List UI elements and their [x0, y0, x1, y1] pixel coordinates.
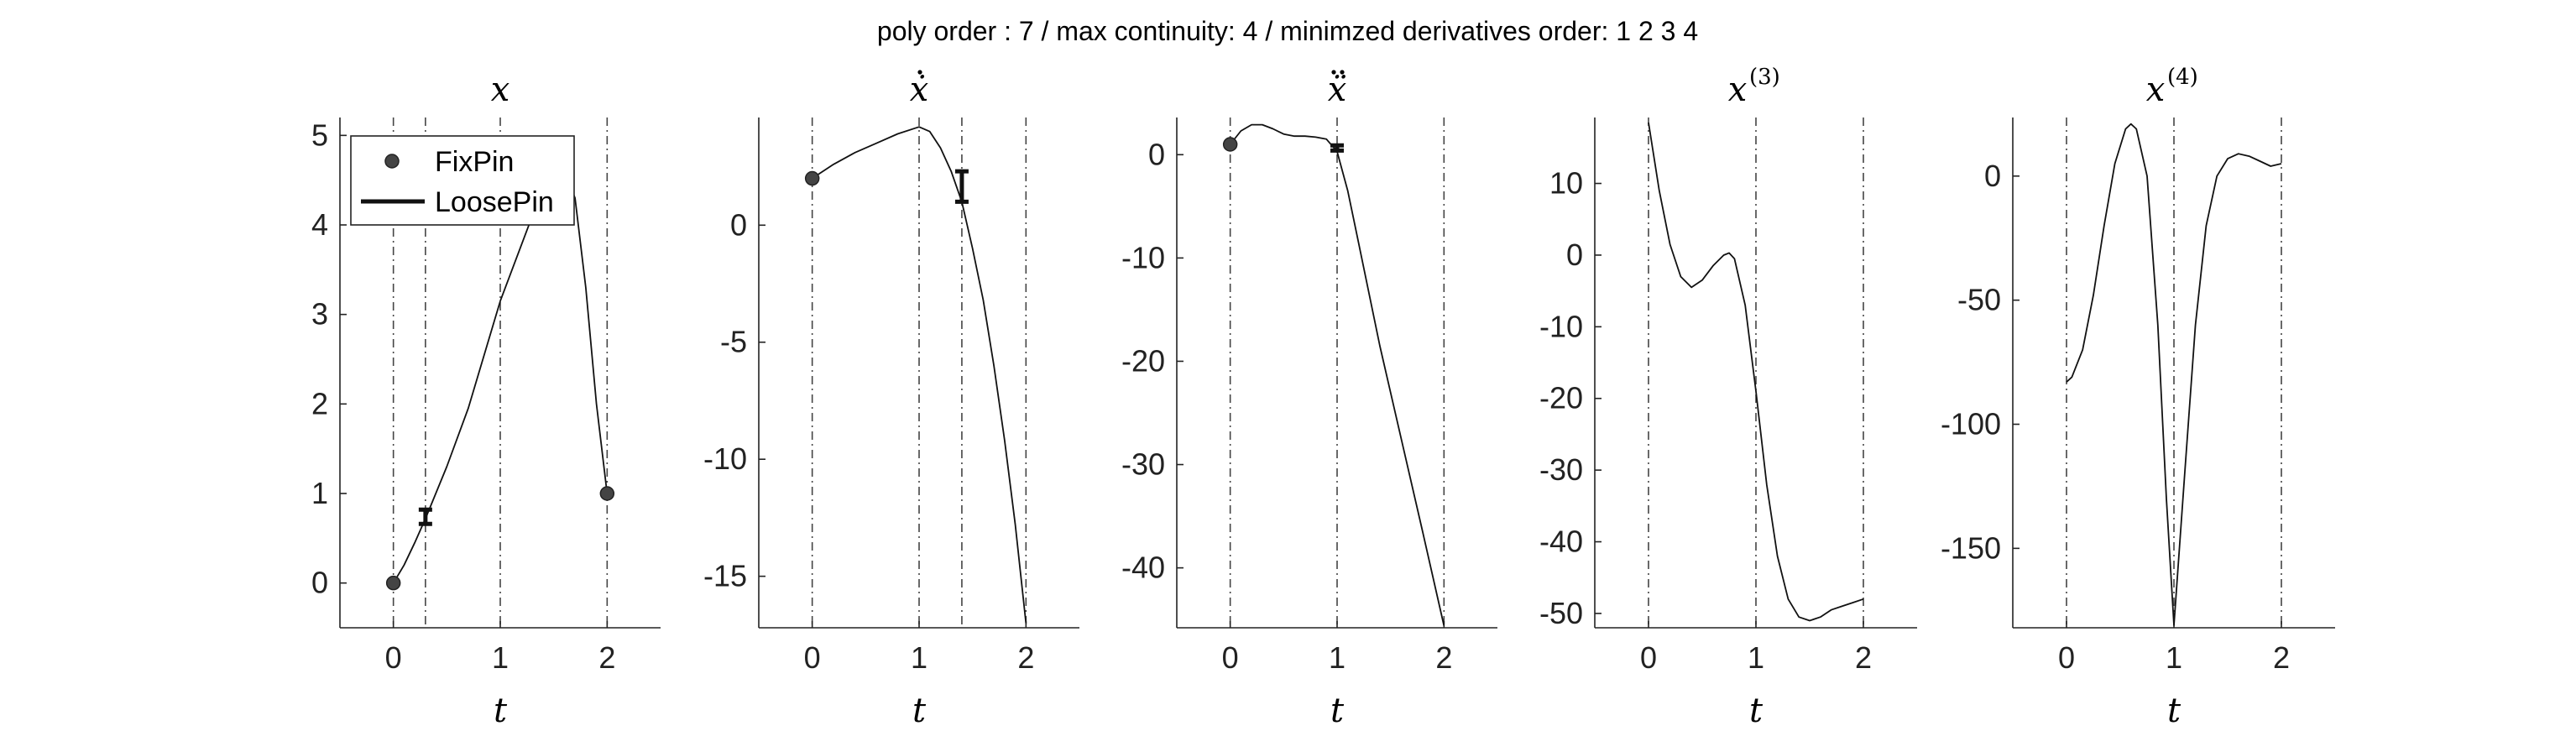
subplot-title: x (4): [2146, 65, 2198, 109]
y-tick-label-1: -50: [1539, 596, 1583, 630]
subplot-4: 0 1 2 -50 -40 -30 -20 -10 0 10 x (3) t: [1539, 65, 1917, 730]
y-tick-label-1: -150: [1941, 530, 2001, 565]
x-tick-label-2: 1: [1748, 640, 1764, 675]
subplot-title: x (3): [1728, 65, 1780, 109]
subplot-2: 0 1 2 -15 -10 -5 0 ẋ t: [703, 70, 1079, 730]
legend: FixPin LoosePin: [350, 135, 575, 226]
x-tick-label-1: 0: [804, 640, 821, 675]
y-tick-label-6: 5: [311, 117, 328, 152]
subplot-title-text: ẍ: [1328, 70, 1347, 109]
y-tick-label-2: -30: [1121, 447, 1165, 482]
y-tick-label-4: 0: [1984, 159, 2001, 193]
x-tick-label-3: 2: [1855, 640, 1872, 675]
figure-title: poly order : 7 / max continuity: 4 / min…: [877, 16, 1698, 46]
x-tick-label-1: 0: [1640, 640, 1657, 675]
y-tick-label-5: 4: [311, 207, 328, 242]
title-dot-1: [1331, 70, 1336, 75]
subplot-title-text: ẋ: [910, 70, 929, 109]
x-axis-label: t: [912, 692, 927, 730]
subplot-3: 0 1 2 -40 -30 -20 -10 0 ẍ t: [1121, 70, 1497, 730]
y-tick-label-6: 0: [1566, 238, 1583, 272]
legend-fixpin-marker: [384, 154, 400, 169]
x-tick-label-2: 1: [911, 640, 927, 675]
series-line-1: [1229, 123, 1445, 626]
y-tick-label-2: 1: [311, 476, 328, 510]
fixpin-marker-1: [804, 170, 820, 186]
subplot-title-superscript: (4): [2167, 65, 2198, 90]
title-dot-1: [917, 70, 922, 75]
x-tick-label-3: 2: [1017, 640, 1034, 675]
y-tick-label-5: -10: [1539, 309, 1583, 343]
loosepin-marker-1: [1330, 143, 1344, 153]
y-tick-label-3: 2: [311, 386, 328, 420]
loosepin-marker-1: [954, 169, 969, 204]
subplot-title-superscript: (3): [1749, 65, 1780, 90]
y-tick-label-2: -40: [1539, 525, 1583, 559]
y-tick-label-4: 3: [311, 297, 328, 332]
x-axis-label: t: [2167, 692, 2182, 730]
x-tick-label-3: 2: [1435, 640, 1452, 675]
subplot-title: x: [491, 70, 510, 109]
x-tick-label-2: 1: [492, 640, 509, 675]
subplot-title: ẋ: [910, 70, 929, 109]
subplot-5: 0 1 2 -150 -100 -50 0 x (4) t: [1941, 65, 2335, 730]
x-tick-label-1: 0: [385, 640, 402, 675]
y-tick-label-1: 0: [311, 566, 328, 600]
y-tick-label-1: -15: [703, 559, 747, 593]
legend-box: [350, 135, 575, 226]
subplot-1: 0 1 2 0 1 2 3 4 5 x t FixPin LoosePin: [311, 70, 661, 730]
fixpin-marker-2: [599, 486, 615, 501]
subplot-title-text: x: [1728, 70, 1748, 109]
x-tick-label-2: 1: [2166, 640, 2182, 675]
series-line-1: [1648, 122, 1864, 622]
y-tick-label-7: 10: [1549, 166, 1583, 201]
x-axis-label: t: [494, 692, 508, 730]
loosepin-marker-1: [418, 507, 432, 526]
y-tick-label-3: -20: [1121, 343, 1165, 378]
x-tick-label-3: 2: [598, 640, 615, 675]
title-dot-2: [1340, 70, 1345, 75]
x-axis-label: t: [1749, 692, 1763, 730]
subplot-title-text: x: [491, 70, 510, 109]
x-tick-label-1: 0: [1222, 640, 1239, 675]
x-axis-label: t: [1330, 692, 1345, 730]
series-line-1: [2066, 123, 2282, 626]
fixpin-marker-1: [385, 575, 401, 591]
y-tick-label-3: -5: [720, 325, 747, 359]
series-line-1: [812, 126, 1027, 624]
subplot-title: ẍ: [1328, 70, 1347, 109]
fixpin-marker-1: [1222, 137, 1238, 152]
y-tick-label-2: -100: [1941, 407, 2001, 441]
x-tick-label-1: 0: [2058, 640, 2075, 675]
series-line-1: [392, 170, 609, 584]
legend-item-fixpin: FixPin: [435, 146, 514, 178]
y-tick-label-3: -50: [1957, 283, 2001, 317]
x-tick-label-3: 2: [2273, 640, 2290, 675]
legend-item-loosepin: LoosePin: [435, 186, 554, 218]
subplot-title-text: x: [2146, 70, 2166, 109]
y-tick-label-2: -10: [703, 441, 747, 476]
y-tick-label-4: 0: [730, 207, 747, 242]
y-tick-label-3: -30: [1539, 452, 1583, 487]
x-tick-label-2: 1: [1329, 640, 1345, 675]
y-tick-label-4: -20: [1539, 381, 1583, 415]
y-tick-label-4: -10: [1121, 240, 1165, 274]
y-tick-label-5: 0: [1148, 137, 1165, 171]
y-tick-label-1: -40: [1121, 551, 1165, 585]
